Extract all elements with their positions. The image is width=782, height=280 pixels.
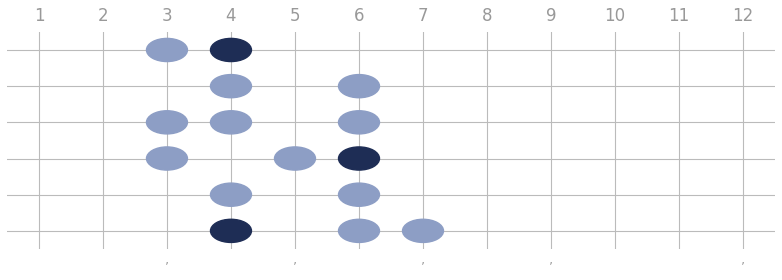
Text: ’: ’	[549, 260, 553, 273]
Circle shape	[210, 219, 252, 242]
Circle shape	[210, 74, 252, 98]
Text: ’: ’	[165, 260, 169, 273]
Circle shape	[210, 111, 252, 134]
Circle shape	[339, 147, 379, 170]
Text: ’: ’	[293, 260, 297, 273]
Circle shape	[146, 147, 188, 170]
Text: ’: ’	[741, 260, 745, 273]
Circle shape	[339, 219, 379, 242]
Text: ’: ’	[421, 260, 425, 273]
Circle shape	[339, 74, 379, 98]
Circle shape	[210, 38, 252, 62]
Circle shape	[210, 183, 252, 206]
Circle shape	[339, 111, 379, 134]
Circle shape	[339, 183, 379, 206]
Circle shape	[146, 111, 188, 134]
Circle shape	[146, 38, 188, 62]
Circle shape	[274, 147, 315, 170]
Circle shape	[403, 219, 443, 242]
